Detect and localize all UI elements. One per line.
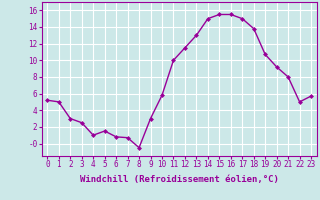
X-axis label: Windchill (Refroidissement éolien,°C): Windchill (Refroidissement éolien,°C) — [80, 175, 279, 184]
